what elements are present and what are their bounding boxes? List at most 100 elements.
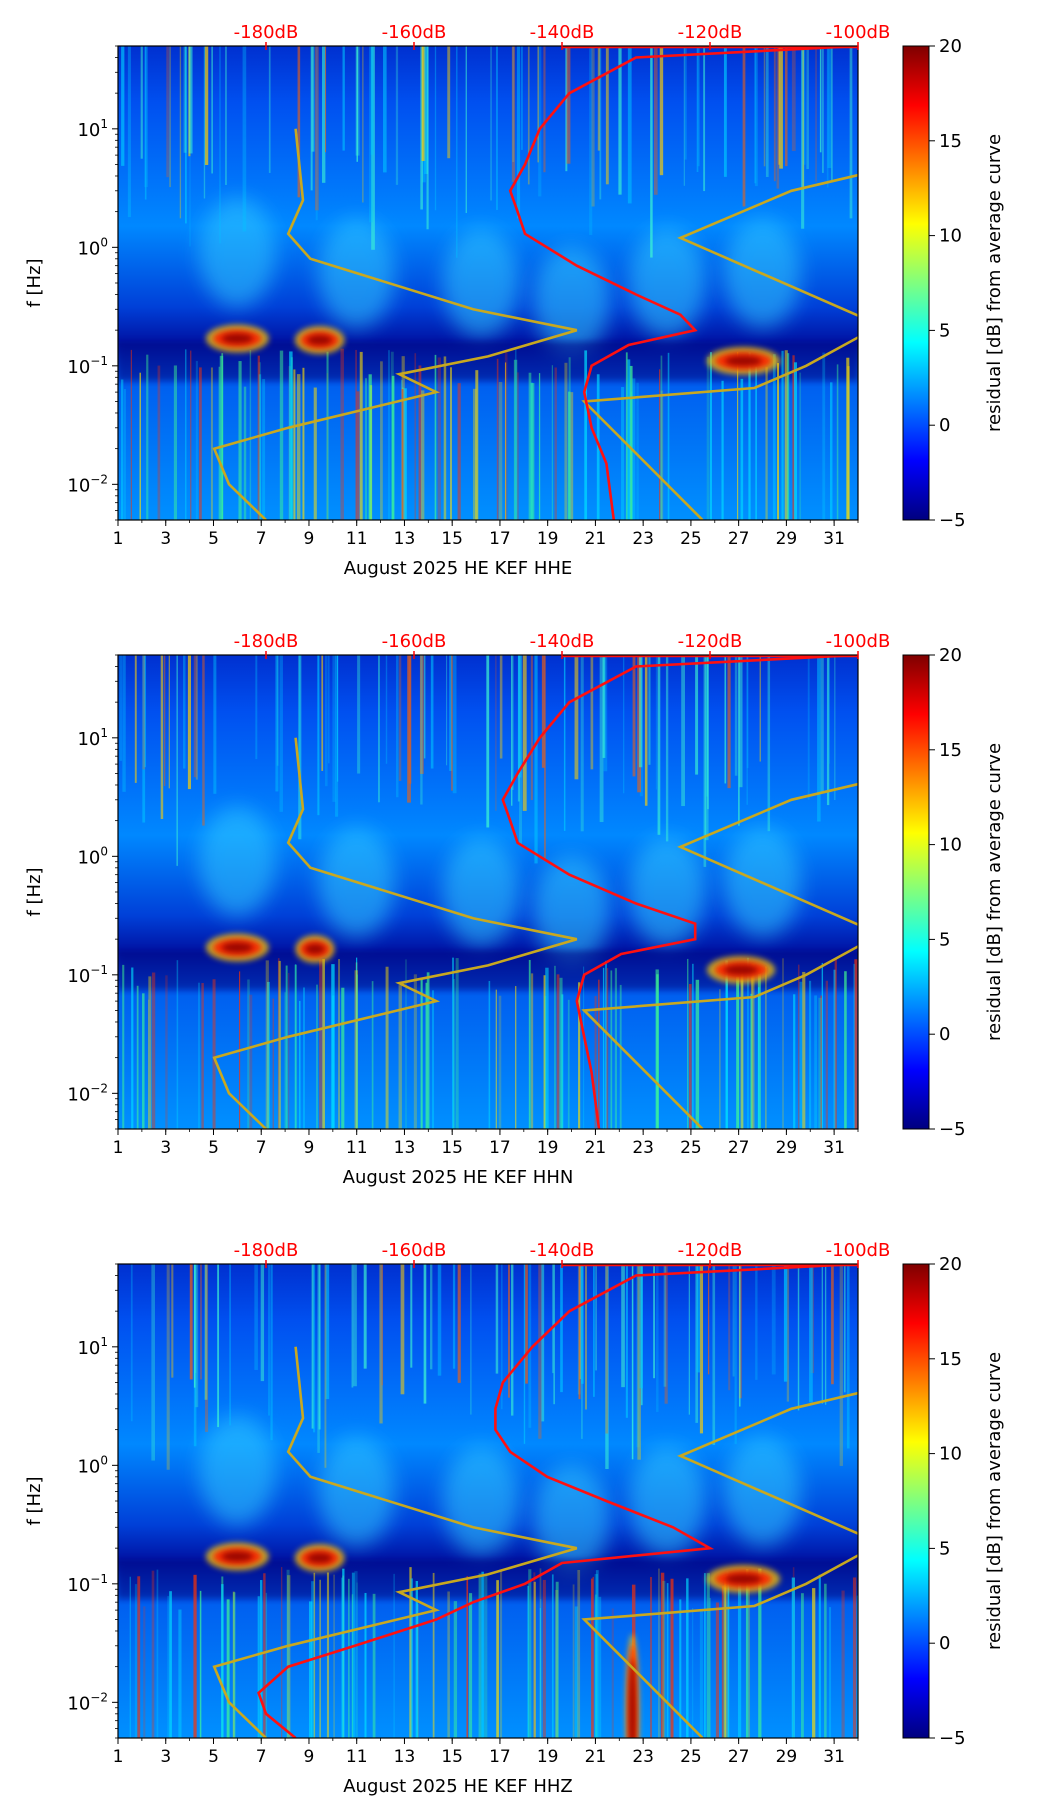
hf-streak bbox=[420, 46, 423, 210]
lf-transient bbox=[699, 1608, 703, 1738]
lf-transient bbox=[724, 1575, 727, 1738]
hf-streak bbox=[541, 655, 545, 768]
hf-streak bbox=[839, 1264, 843, 1466]
hf-streak bbox=[187, 655, 191, 790]
hf-streak bbox=[490, 46, 492, 201]
hf-streak bbox=[563, 655, 566, 831]
hf-streak bbox=[653, 46, 658, 195]
lf-transient bbox=[472, 388, 477, 520]
lf-transient bbox=[302, 367, 305, 520]
lf-transient bbox=[371, 981, 374, 1129]
lf-transient bbox=[660, 390, 664, 520]
db-tick-label: -120dB bbox=[678, 22, 743, 43]
hf-streak bbox=[144, 46, 147, 200]
y-tick-label: 101 bbox=[77, 117, 108, 141]
noise-haze bbox=[442, 228, 519, 338]
lf-transient bbox=[199, 1590, 202, 1738]
hf-streak bbox=[407, 655, 411, 803]
hf-streak bbox=[543, 46, 546, 173]
lf-transient bbox=[298, 1000, 301, 1129]
colorbar-label: residual [dB] from average curve bbox=[984, 743, 1005, 1041]
hf-streak bbox=[844, 1264, 846, 1393]
hf-streak bbox=[778, 46, 780, 165]
hf-streak bbox=[134, 655, 137, 783]
hf-streak bbox=[699, 1264, 704, 1434]
lf-transient bbox=[284, 992, 286, 1129]
lf-transient bbox=[432, 1572, 435, 1738]
hf-streak bbox=[791, 46, 796, 152]
lf-transient bbox=[453, 978, 455, 1129]
hf-streak bbox=[581, 1264, 584, 1384]
lf-transient bbox=[232, 1591, 235, 1738]
hf-streak bbox=[574, 655, 579, 780]
lf-transient bbox=[660, 355, 663, 520]
nlnm-curve bbox=[212, 737, 578, 1129]
hf-streak bbox=[664, 1264, 668, 1404]
hf-streak bbox=[523, 1264, 526, 1444]
lf-transient bbox=[338, 958, 341, 1129]
lf-transient bbox=[554, 367, 557, 520]
lf-transient bbox=[706, 356, 710, 520]
hf-streak bbox=[195, 655, 198, 780]
hf-streak bbox=[325, 1264, 330, 1400]
lf-transient bbox=[294, 964, 297, 1129]
hf-streak bbox=[627, 46, 632, 204]
lf-transient bbox=[725, 960, 728, 1129]
y-tick-label: 101 bbox=[77, 726, 108, 750]
hf-streak bbox=[723, 46, 727, 177]
hf-streak bbox=[188, 46, 193, 154]
hf-streak bbox=[151, 1264, 155, 1461]
lf-transient bbox=[351, 1572, 355, 1738]
hf-streak bbox=[164, 655, 166, 787]
hf-streak bbox=[544, 655, 546, 862]
lf-transient bbox=[542, 1579, 546, 1738]
lf-transient bbox=[847, 366, 850, 520]
hf-streak bbox=[828, 655, 830, 764]
hf-streak bbox=[696, 46, 699, 173]
hf-streak bbox=[217, 1264, 220, 1428]
hf-streak bbox=[317, 1264, 320, 1453]
hf-streak bbox=[225, 46, 227, 185]
lf-transient bbox=[418, 365, 422, 520]
colorbar-tick-label: −5 bbox=[939, 1119, 966, 1140]
hf-streak bbox=[362, 46, 364, 203]
hf-streak bbox=[142, 655, 145, 770]
lf-transient bbox=[488, 980, 491, 1129]
hf-streak bbox=[819, 46, 822, 153]
lf-transient bbox=[121, 379, 124, 520]
lf-transient bbox=[666, 1583, 669, 1738]
colorbar bbox=[902, 1263, 930, 1739]
hf-streak bbox=[528, 1264, 532, 1428]
plot-area bbox=[118, 1264, 858, 1738]
lf-transient bbox=[596, 374, 600, 520]
lf-transient bbox=[802, 971, 806, 1129]
hf-streak bbox=[169, 46, 171, 188]
hf-streak bbox=[644, 655, 648, 806]
hf-streak bbox=[589, 46, 593, 235]
lf-transient bbox=[173, 365, 178, 520]
lf-transient bbox=[772, 354, 776, 520]
lf-transient bbox=[852, 1577, 857, 1738]
hf-streak bbox=[522, 655, 527, 811]
x-tick-label: 13 bbox=[394, 1747, 416, 1767]
hot-patch bbox=[205, 324, 269, 353]
lf-transient bbox=[169, 1591, 172, 1738]
lf-transient bbox=[286, 1569, 290, 1738]
hf-streak bbox=[650, 46, 653, 258]
y-tick-label: 10−2 bbox=[67, 472, 108, 496]
lf-transient bbox=[410, 1578, 414, 1738]
lf-transient bbox=[545, 967, 549, 1129]
hf-streak bbox=[538, 1264, 542, 1439]
noise-haze bbox=[199, 197, 276, 308]
hf-streak bbox=[229, 1264, 231, 1426]
lf-transient bbox=[625, 352, 628, 520]
hf-streak bbox=[578, 1264, 581, 1400]
hot-patch bbox=[205, 1542, 269, 1571]
hf-streak bbox=[342, 46, 345, 151]
hf-streak bbox=[565, 46, 568, 172]
colorbar-tick-label: 0 bbox=[939, 1633, 950, 1654]
colorbar-label: residual [dB] from average curve bbox=[984, 134, 1005, 432]
lf-transient bbox=[792, 355, 795, 520]
hf-streak bbox=[621, 1264, 625, 1388]
